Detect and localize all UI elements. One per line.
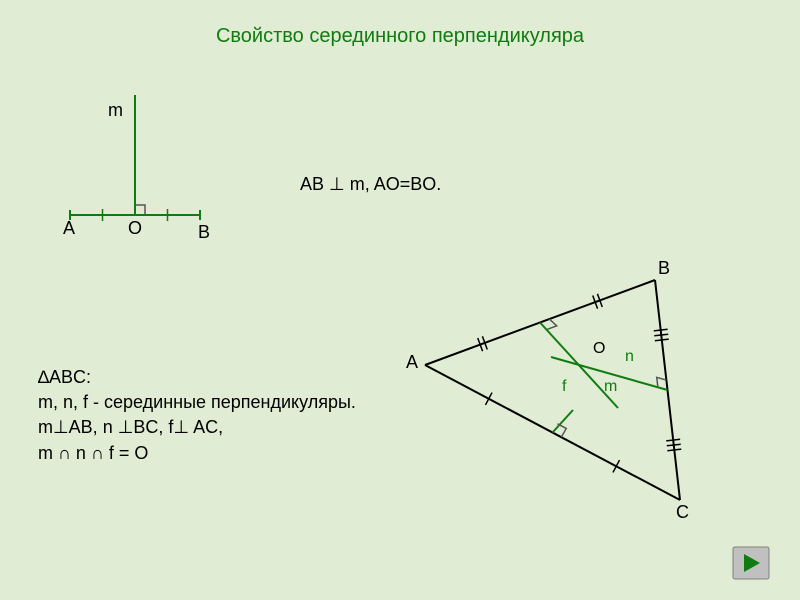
stmt2-line3: m⊥AB, n ⊥BC, f⊥ AC, <box>38 415 356 440</box>
stmt2-line1: ∆ABC: <box>38 365 356 390</box>
next-button[interactable] <box>732 546 770 580</box>
label-tri-B: B <box>658 258 670 279</box>
label-tri-O: O <box>593 340 605 358</box>
label-tri-C: C <box>676 502 689 523</box>
label-tri-A: A <box>406 352 418 373</box>
label-tri-n: n <box>625 348 634 366</box>
stmt2-line4: m ∩ n ∩ f = O <box>38 441 356 466</box>
statement-2: ∆ABC: m, n, f - серединные перпендикуляр… <box>38 365 356 466</box>
stmt2-line2: m, n, f - серединные перпендикуляры. <box>38 390 356 415</box>
label-tri-f: f <box>562 378 566 396</box>
label-tri-m: m <box>604 378 617 396</box>
